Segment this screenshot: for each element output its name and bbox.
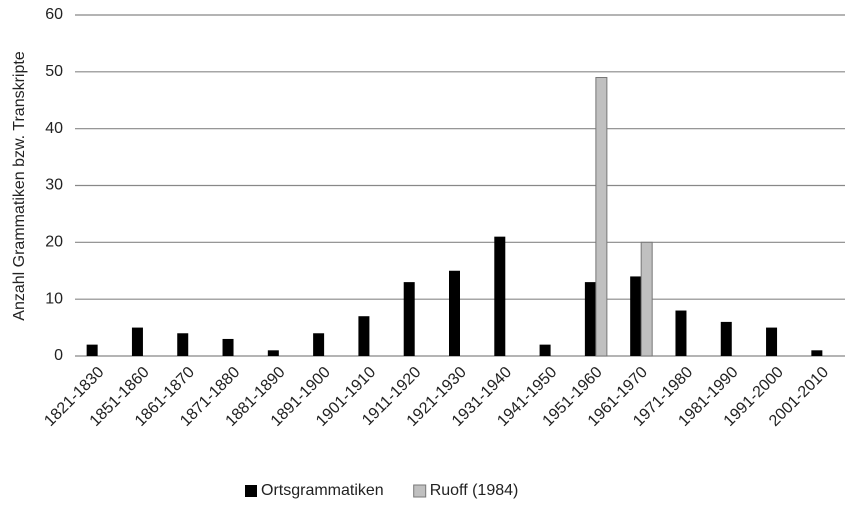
bar bbox=[131, 327, 143, 356]
y-tick-label: 0 bbox=[54, 347, 63, 364]
y-tick-label: 50 bbox=[45, 63, 63, 80]
bar bbox=[449, 270, 460, 356]
legend-swatch bbox=[413, 484, 427, 498]
y-tick-label: 30 bbox=[45, 177, 63, 194]
legend-label: Ortsgrammatiken bbox=[261, 482, 384, 499]
bar bbox=[313, 333, 325, 356]
bar bbox=[720, 321, 732, 356]
bar bbox=[177, 333, 189, 356]
bar bbox=[675, 310, 687, 356]
bar bbox=[222, 338, 234, 356]
y-tick-label: 20 bbox=[45, 234, 63, 251]
bar bbox=[584, 282, 596, 356]
bar bbox=[595, 77, 608, 357]
bar bbox=[539, 344, 551, 356]
bar bbox=[640, 241, 653, 357]
bar bbox=[358, 316, 370, 356]
legend-label: Ruoff (1984) bbox=[430, 482, 519, 499]
bar bbox=[403, 282, 415, 356]
y-tick-label: 10 bbox=[45, 290, 63, 307]
bar bbox=[811, 350, 823, 356]
y-tick-label: 40 bbox=[45, 120, 63, 137]
bar bbox=[766, 327, 778, 356]
y-tick-label: 60 bbox=[45, 6, 63, 23]
legend-swatch bbox=[245, 485, 257, 497]
y-axis-label: Anzahl Grammatiken bzw. Transkripte bbox=[11, 51, 28, 321]
bar bbox=[494, 236, 506, 356]
bar bbox=[86, 344, 98, 356]
bar bbox=[267, 350, 279, 356]
bar bbox=[630, 276, 642, 356]
